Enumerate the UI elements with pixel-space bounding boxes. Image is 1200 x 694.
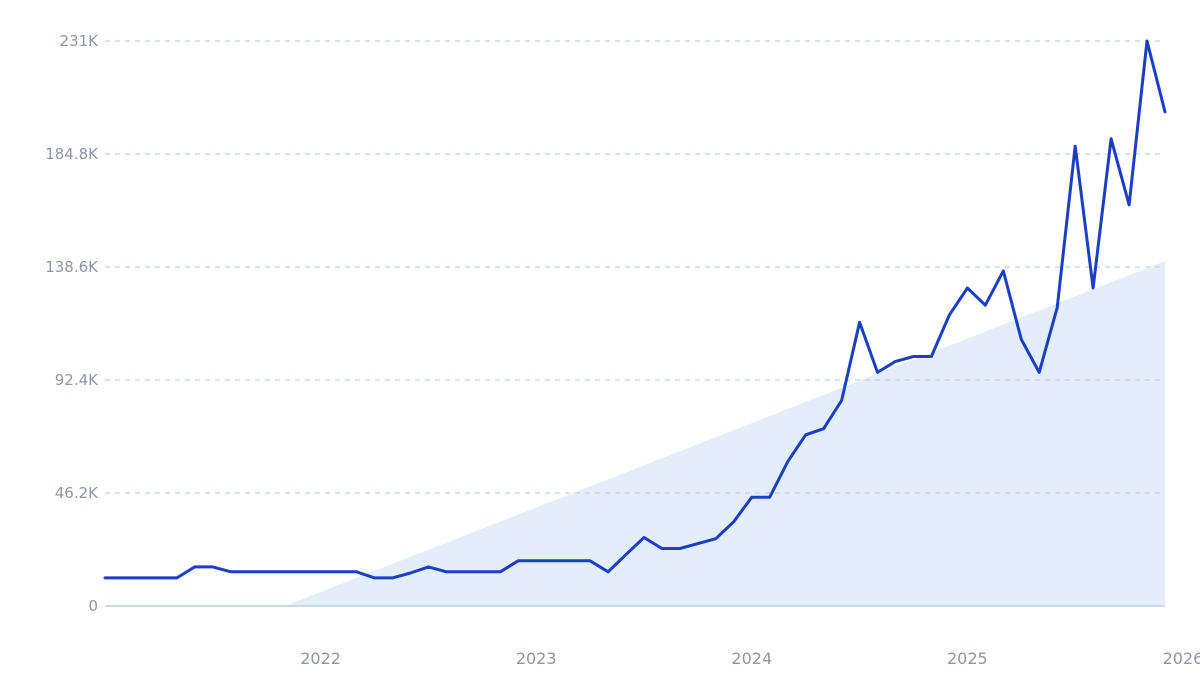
y-tick-label: 0: [88, 597, 98, 615]
y-tick-label: 92.4K: [55, 371, 99, 389]
trend-area-layer: [284, 261, 1165, 606]
x-tick-label: 2023: [516, 649, 557, 668]
y-tick-label: 231K: [60, 32, 100, 50]
series-line: [103, 39, 1167, 580]
y-axis-tick-labels: 0 46.2K 92.4K 138.6K 184.8K 231K: [45, 32, 99, 615]
gridlines: [105, 40, 1165, 607]
x-tick-label: 2022: [300, 649, 341, 668]
trend-area: [284, 261, 1165, 606]
x-tick-label: 2026: [1163, 649, 1200, 668]
y-tick-label: 184.8K: [45, 145, 99, 163]
y-tick-label: 138.6K: [45, 258, 99, 276]
x-axis-tick-labels: 2022 2023 2024 2025 2026: [300, 649, 1200, 668]
series-line-layer: [103, 39, 1167, 580]
x-tick-label: 2024: [731, 649, 772, 668]
y-tick-label: 46.2K: [55, 484, 99, 502]
x-tick-label: 2025: [947, 649, 988, 668]
